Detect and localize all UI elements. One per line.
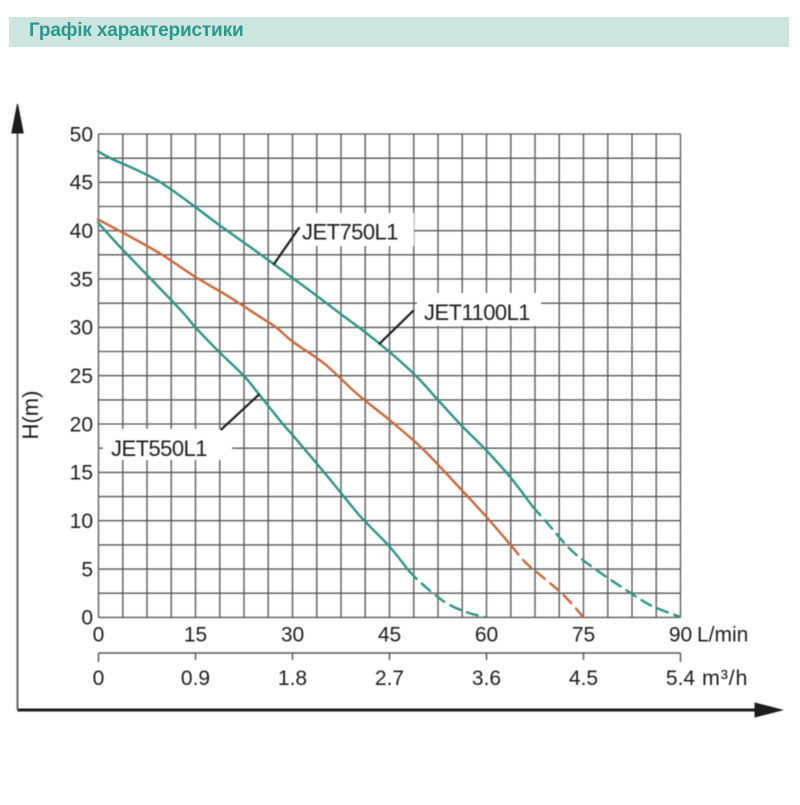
svg-text:60: 60 <box>475 624 498 647</box>
svg-text:50: 50 <box>70 123 93 146</box>
svg-text:JET550L1: JET550L1 <box>111 436 207 461</box>
svg-text:45: 45 <box>378 624 401 647</box>
svg-text:0: 0 <box>93 667 105 690</box>
svg-text:90: 90 <box>669 624 692 647</box>
svg-text:20: 20 <box>70 413 93 436</box>
svg-text:35: 35 <box>70 268 93 291</box>
svg-text:75: 75 <box>572 624 595 647</box>
svg-text:3.6: 3.6 <box>472 667 501 690</box>
svg-text:5: 5 <box>81 558 93 581</box>
svg-text:2.7: 2.7 <box>375 667 404 690</box>
svg-text:1.8: 1.8 <box>278 667 307 690</box>
svg-text:L/min: L/min <box>697 624 748 647</box>
svg-text:5.4: 5.4 <box>666 667 696 690</box>
svg-text:10: 10 <box>70 510 93 533</box>
svg-text:15: 15 <box>70 462 93 485</box>
svg-text:0: 0 <box>81 607 93 630</box>
svg-text:30: 30 <box>281 624 304 647</box>
svg-text:0.9: 0.9 <box>181 667 210 690</box>
svg-text:H(m): H(m) <box>18 391 43 440</box>
svg-text:15: 15 <box>184 624 207 647</box>
svg-text:JET750L1: JET750L1 <box>302 220 398 245</box>
svg-text:JET1100L1: JET1100L1 <box>424 300 530 325</box>
svg-text:0: 0 <box>93 624 105 647</box>
svg-text:25: 25 <box>70 365 93 388</box>
svg-text:40: 40 <box>70 220 93 243</box>
svg-text:45: 45 <box>70 172 93 195</box>
svg-text:30: 30 <box>70 317 93 340</box>
svg-text:m³/h: m³/h <box>702 666 748 690</box>
svg-text:4.5: 4.5 <box>569 667 598 690</box>
